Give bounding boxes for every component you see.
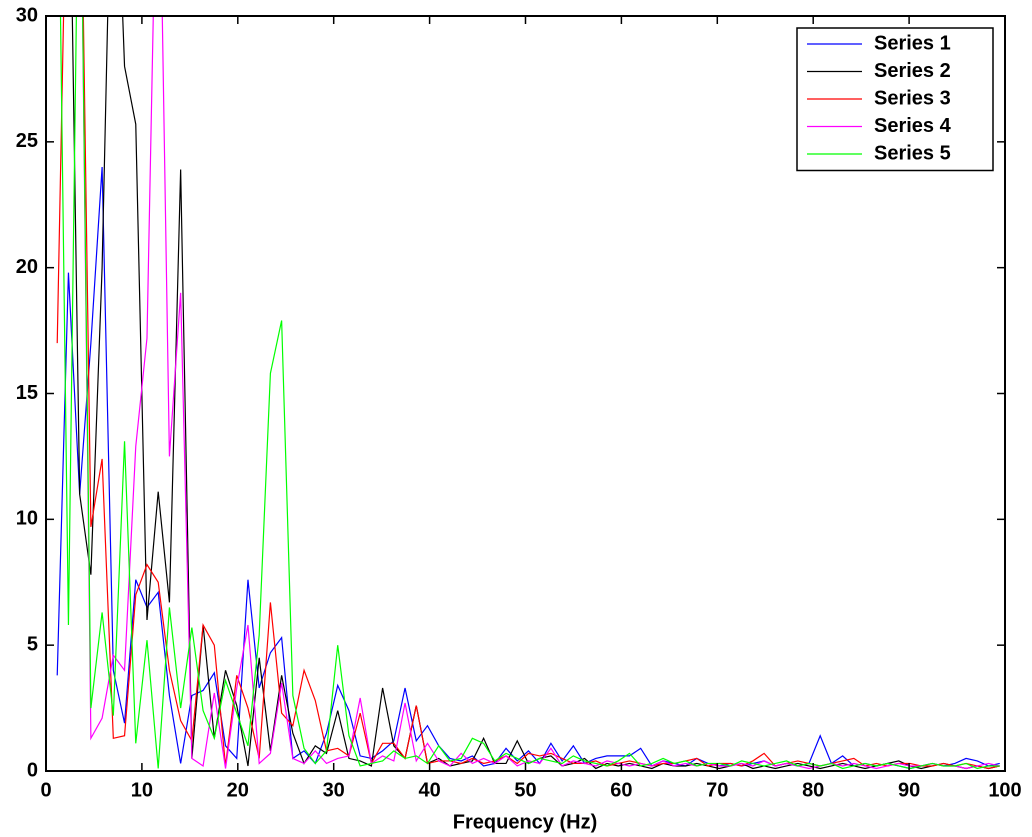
y-tick-label: 25 — [16, 130, 38, 152]
y-tick-label: 15 — [16, 382, 38, 404]
x-axis-label: Frequency (Hz) — [453, 811, 597, 833]
x-tick-label: 10 — [131, 779, 153, 801]
x-tick-label: 20 — [227, 779, 249, 801]
x-tick-label: 50 — [514, 779, 536, 801]
legend-label: Series 1 — [874, 32, 951, 54]
legend-label: Series 5 — [874, 142, 951, 164]
y-tick-label: 10 — [16, 508, 38, 530]
x-tick-label: 70 — [706, 779, 728, 801]
legend-label: Series 3 — [874, 87, 951, 109]
y-tick-label: 30 — [16, 4, 38, 26]
data-line — [56, 166, 1000, 770]
data-line — [81, 16, 1000, 770]
x-tick-label: 0 — [40, 779, 51, 801]
y-tick-label: 0 — [27, 759, 38, 781]
legend-label: Series 4 — [874, 115, 952, 137]
y-tick-label: 20 — [16, 256, 38, 278]
data-line — [56, 16, 1000, 770]
x-tick-label: 60 — [610, 779, 632, 801]
x-tick-label: 30 — [323, 779, 345, 801]
x-tick-label: 80 — [802, 779, 824, 801]
y-tick-label: 5 — [27, 633, 38, 655]
x-tick-label: 40 — [418, 779, 440, 801]
data-line — [59, 16, 1000, 770]
legend-label: Series 2 — [874, 60, 951, 82]
x-tick-label: 90 — [898, 779, 920, 801]
lines — [56, 16, 1000, 770]
x-tick-label: 100 — [988, 779, 1021, 801]
